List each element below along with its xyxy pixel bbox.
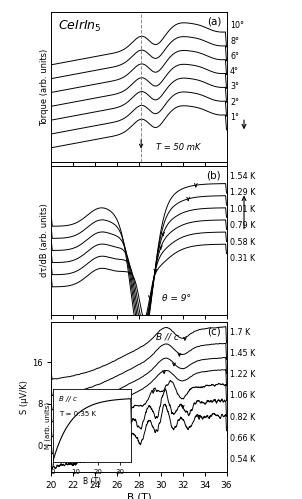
Text: CeIrIn$_5$: CeIrIn$_5$: [58, 18, 102, 33]
Text: 3°: 3°: [230, 82, 239, 91]
Text: T = 50 mK: T = 50 mK: [156, 143, 201, 152]
Text: 0.31 K: 0.31 K: [230, 254, 255, 263]
Text: 1.06 K: 1.06 K: [230, 391, 255, 401]
Y-axis label: S (μV/K): S (μV/K): [20, 380, 29, 414]
Text: 2°: 2°: [230, 97, 239, 107]
Text: 0.66 K: 0.66 K: [230, 434, 255, 443]
Text: 0.58 K: 0.58 K: [230, 238, 255, 247]
Text: T = 0.35 K: T = 0.35 K: [59, 411, 96, 417]
Y-axis label: Torque (arb. units): Torque (arb. units): [40, 49, 49, 126]
Text: 8°: 8°: [230, 36, 239, 46]
Text: 1.22 K: 1.22 K: [230, 370, 255, 379]
Text: 1.01 K: 1.01 K: [230, 205, 255, 214]
X-axis label: B (T): B (T): [127, 493, 151, 499]
Text: 6°: 6°: [230, 52, 239, 61]
Text: 1°: 1°: [230, 113, 239, 122]
Text: (c): (c): [207, 326, 221, 336]
Text: θ = 9°: θ = 9°: [162, 294, 191, 303]
Text: 1.7 K: 1.7 K: [230, 328, 250, 337]
Text: 1.45 K: 1.45 K: [230, 349, 255, 358]
Text: 0.54 K: 0.54 K: [230, 455, 255, 464]
Y-axis label: M (arb. units): M (arb. units): [45, 402, 51, 449]
Text: B // c: B // c: [156, 332, 179, 341]
Y-axis label: dτ/dB (arb. units): dτ/dB (arb. units): [40, 204, 49, 277]
Text: 0.79 K: 0.79 K: [230, 221, 255, 230]
Text: 1.29 K: 1.29 K: [230, 188, 255, 197]
Text: 1.54 K: 1.54 K: [230, 172, 255, 181]
X-axis label: B (T): B (T): [83, 477, 101, 486]
Text: (b): (b): [207, 170, 221, 180]
Text: 10°: 10°: [230, 21, 244, 30]
Text: (a): (a): [207, 17, 221, 27]
Text: 0.82 K: 0.82 K: [230, 413, 255, 422]
Text: 4°: 4°: [230, 67, 239, 76]
Text: B // c: B // c: [59, 396, 77, 403]
